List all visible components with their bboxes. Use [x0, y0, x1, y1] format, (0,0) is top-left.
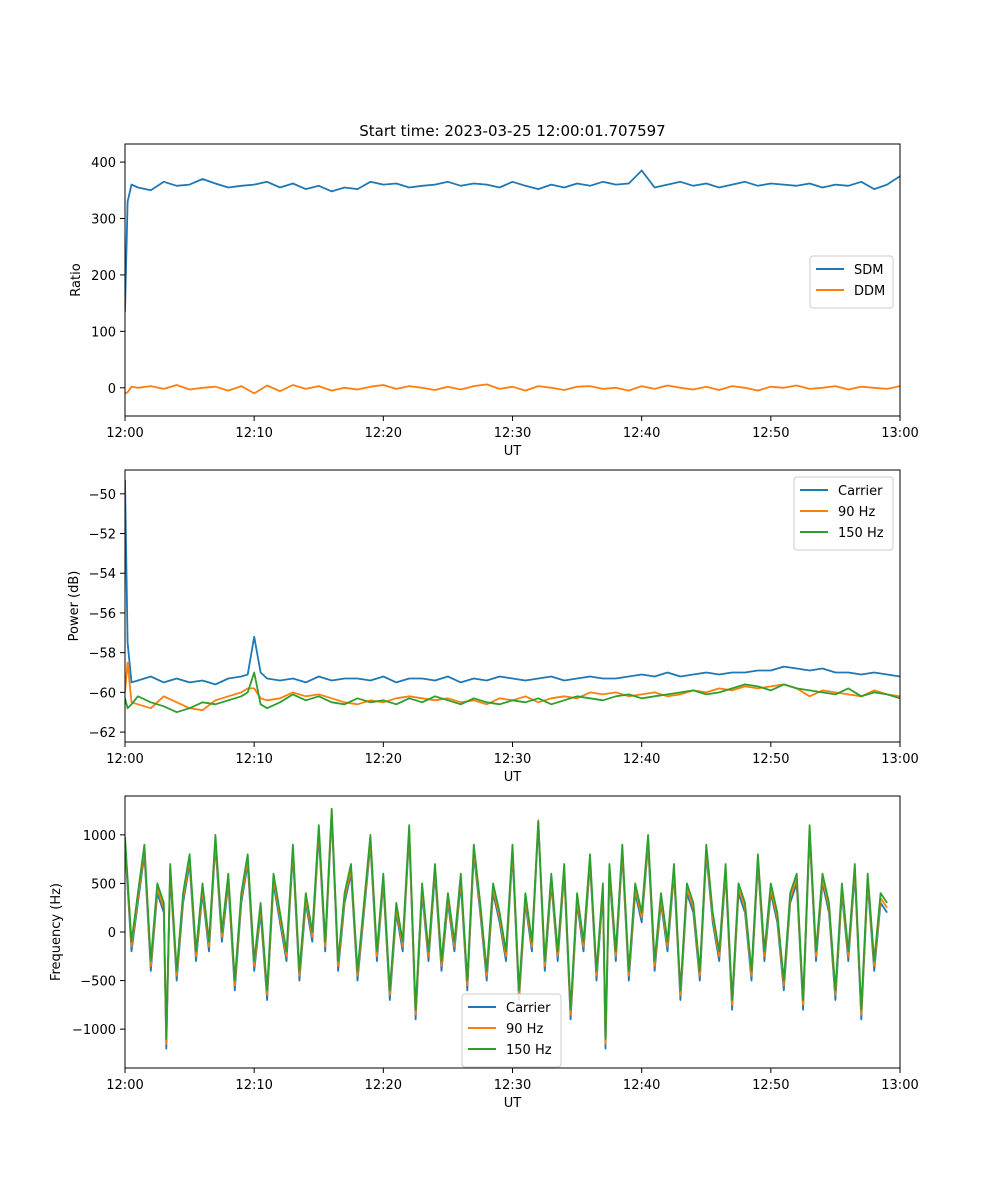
- legend-entry: 90 Hz: [838, 505, 875, 520]
- series-line-ddm: [125, 383, 900, 395]
- series-line-carrier: [125, 479, 900, 686]
- y-tick-label: 300: [91, 212, 116, 227]
- y-tick-label: 1000: [83, 829, 116, 844]
- series-line-90-hz: [125, 661, 900, 712]
- y-tick-label: −56: [89, 607, 116, 622]
- y-tick-label: −54: [89, 567, 116, 582]
- y-tick-label: −62: [89, 726, 116, 741]
- x-tick-label: 12:40: [623, 1078, 660, 1093]
- x-tick-label: 12:10: [235, 752, 272, 767]
- y-tick-label: −500: [80, 975, 116, 990]
- y-axis-label: Frequency (Hz): [49, 883, 64, 981]
- x-tick-label: 12:30: [494, 426, 531, 441]
- x-tick-label: 12:40: [623, 752, 660, 767]
- x-tick-label: 12:50: [752, 426, 789, 441]
- y-tick-label: 400: [91, 156, 116, 171]
- y-axis-label: Ratio: [69, 263, 84, 296]
- x-tick-label: 12:20: [365, 1078, 402, 1093]
- series-line-150-hz: [125, 807, 888, 1040]
- x-axis-label: UT: [504, 770, 522, 785]
- chart-panel-3: 12:00 12:10 12:20 12:30 12:40 12:50 13:00 −1000…: [49, 795, 919, 1111]
- x-tick-label: 12:20: [365, 426, 402, 441]
- x-tick-label: 12:50: [752, 752, 789, 767]
- x-axis-label: UT: [504, 444, 522, 459]
- x-tick-label: 13:00: [881, 1078, 918, 1093]
- chart-title: Start time: 2023-03-25 12:00:01.707597: [359, 122, 665, 140]
- legend: Carrier 90 Hz 150 Hz: [461, 993, 562, 1068]
- x-tick-label: 12:00: [106, 752, 143, 767]
- y-tick-label: −50: [89, 488, 116, 503]
- chart-panel-1: 12:00 12:10 12:20 12:30 12:40 12:50 13:00 0 100 2…: [69, 122, 919, 459]
- x-tick-label: 12:30: [494, 752, 531, 767]
- y-tick-label: −52: [89, 528, 116, 543]
- series-line-sdm: [125, 169, 900, 312]
- x-tick-label: 13:00: [881, 426, 918, 441]
- y-tick-label: −60: [89, 686, 116, 701]
- series-line-150-hz: [125, 671, 900, 714]
- legend-entry: SDM: [854, 263, 883, 278]
- x-axis-label: UT: [504, 1096, 522, 1111]
- x-tick-label: 12:10: [235, 1078, 272, 1093]
- x-tick-label: 12:30: [494, 1078, 531, 1093]
- x-tick-label: 13:00: [881, 752, 918, 767]
- y-tick-label: 100: [91, 325, 116, 340]
- x-tick-label: 12:40: [623, 426, 660, 441]
- legend-entry: DDM: [854, 284, 885, 299]
- legend-entry: 150 Hz: [506, 1043, 552, 1058]
- legend-entry: Carrier: [506, 1001, 551, 1016]
- y-tick-label: 200: [91, 269, 116, 284]
- legend-entry: 150 Hz: [838, 526, 884, 541]
- y-axis-label: Power (dB): [67, 571, 82, 642]
- y-tick-label: 0: [108, 382, 116, 397]
- legend: Carrier 90 Hz 150 Hz: [793, 476, 894, 551]
- y-tick-label: 0: [108, 926, 116, 941]
- chart-panel-2: 12:00 12:10 12:20 12:30 12:40 12:50 13:00 −62 −6…: [67, 469, 919, 785]
- y-tick-label: −58: [89, 647, 116, 662]
- x-tick-label: 12:50: [752, 1078, 789, 1093]
- legend-entry: 90 Hz: [506, 1022, 543, 1037]
- x-tick-label: 12:00: [106, 1078, 143, 1093]
- x-tick-label: 12:10: [235, 426, 272, 441]
- y-tick-label: −1000: [72, 1023, 116, 1038]
- legend-entry: Carrier: [838, 484, 883, 499]
- x-tick-label: 12:00: [106, 426, 143, 441]
- legend: SDM DDM: [809, 255, 894, 309]
- y-tick-label: 500: [91, 877, 116, 892]
- x-tick-label: 12:20: [365, 752, 402, 767]
